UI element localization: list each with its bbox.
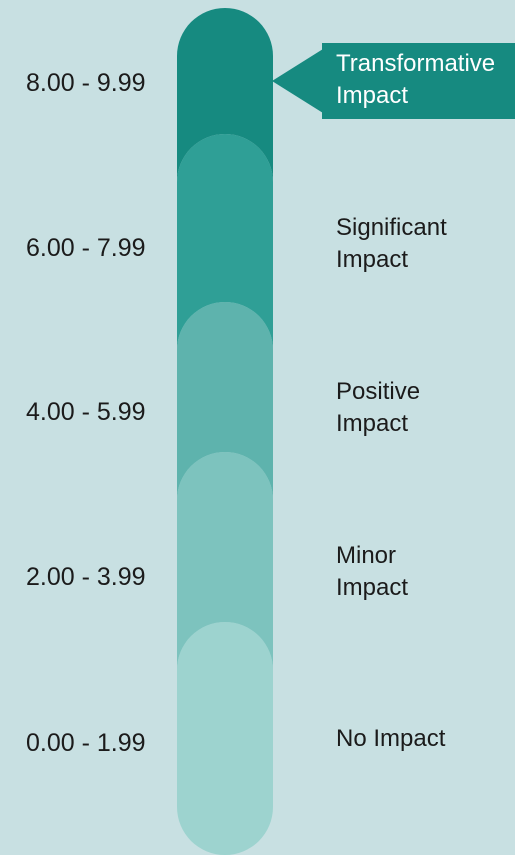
bar-segment-minor-impact: [177, 452, 273, 670]
bar-segment-significant-impact: [177, 134, 273, 350]
bar-segment-positive-impact: [177, 302, 273, 500]
label-line: Impact: [336, 574, 409, 601]
level-label-significant: Significant Impact: [336, 212, 447, 276]
level-label-no-impact: No Impact: [336, 723, 445, 755]
range-label-transformative: 8.00 - 9.99: [26, 69, 146, 97]
callout-box: [322, 43, 515, 119]
bar-segment-no-impact: [177, 622, 273, 855]
range-label-significant: 6.00 - 7.99: [26, 234, 146, 262]
label-line: Impact: [336, 246, 409, 273]
label-line: Minor: [336, 542, 397, 569]
label-line: Significant: [336, 214, 447, 241]
callout-arrow: [272, 49, 323, 113]
label-line: Impact: [336, 82, 409, 109]
label-line: No Impact: [336, 725, 446, 752]
label-line: Transformative: [336, 50, 496, 77]
bar-segment-transformative-impact: [177, 8, 273, 182]
level-label-minor: Minor Impact: [336, 540, 408, 604]
label-line: Positive: [336, 378, 421, 405]
range-label-no-impact: 0.00 - 1.99: [26, 729, 146, 757]
range-label-minor: 2.00 - 3.99: [26, 563, 146, 591]
callout-label-transformative: Transformative Impact: [336, 48, 495, 112]
level-label-positive: Positive Impact: [336, 376, 420, 440]
label-line: Impact: [336, 410, 409, 437]
range-label-positive: 4.00 - 5.99: [26, 398, 146, 426]
